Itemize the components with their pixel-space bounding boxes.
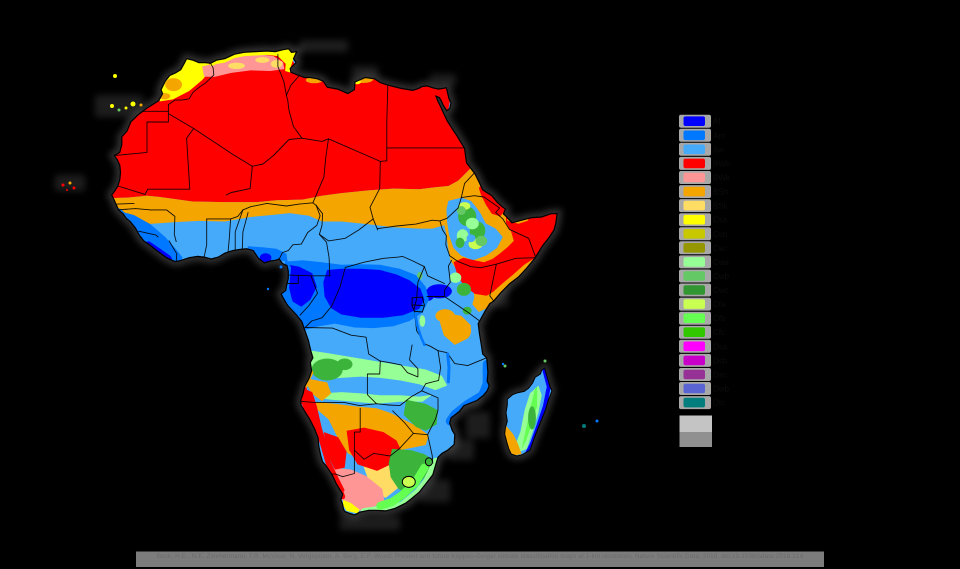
svg-text:Cwc: Cwc — [713, 286, 729, 295]
svg-text:Csc: Csc — [713, 244, 727, 253]
svg-text:Dwb: Dwb — [713, 385, 730, 394]
svg-text:Beck, H.E., N.E. Zimmermann, T: Beck, H.E., N.E. Zimmermann, T.R. McVica… — [157, 553, 804, 560]
svg-text:Dsa: Dsa — [713, 342, 728, 351]
svg-text:BWh: BWh — [713, 159, 730, 168]
svg-text:Dsc: Dsc — [713, 371, 727, 380]
svg-text:Cwb: Cwb — [713, 272, 730, 281]
svg-text:Aw: Aw — [713, 145, 724, 154]
svg-text:Csb: Csb — [713, 230, 728, 239]
svg-text:BSh: BSh — [713, 188, 728, 197]
svg-text:Am: Am — [713, 131, 725, 140]
svg-text:Af: Af — [713, 117, 721, 126]
svg-text:BSk: BSk — [713, 202, 729, 211]
svg-text:Dsb: Dsb — [713, 356, 728, 365]
svg-text:BWk: BWk — [713, 174, 731, 183]
svg-text:Dfc: Dfc — [713, 399, 725, 408]
svg-text:Cwa: Cwa — [713, 258, 730, 267]
svg-text:Cfb: Cfb — [713, 314, 726, 323]
svg-text:Csa: Csa — [713, 216, 728, 225]
svg-text:Cfa: Cfa — [713, 300, 726, 309]
svg-text:Cfc: Cfc — [713, 328, 725, 337]
